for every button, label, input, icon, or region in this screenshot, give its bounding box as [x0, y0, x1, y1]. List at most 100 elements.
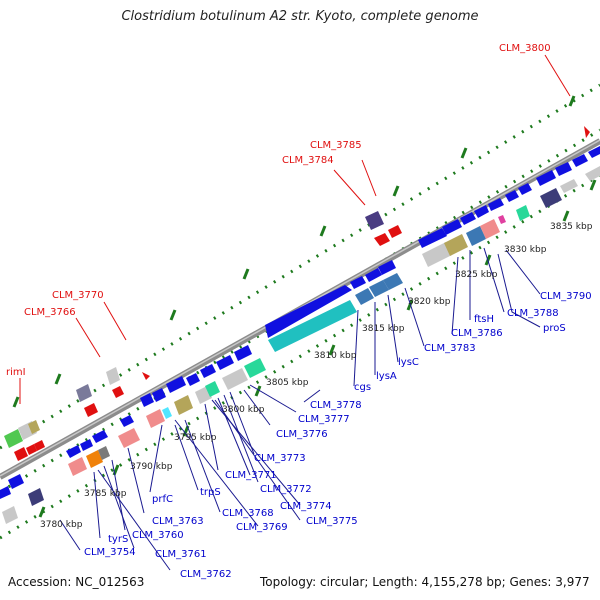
- gene-feature[interactable]: [540, 188, 562, 208]
- gene-feature[interactable]: [355, 288, 374, 305]
- gene-feature[interactable]: [112, 386, 124, 398]
- gene-feature[interactable]: [28, 420, 40, 434]
- gene-label-rimI[interactable]: rimI: [6, 367, 26, 378]
- gene-label-trpS[interactable]: trpS: [200, 487, 221, 498]
- gene-feature[interactable]: [518, 183, 532, 195]
- gene-label-CLM_3776[interactable]: CLM_3776: [276, 429, 328, 440]
- gene-label-CLM_3770[interactable]: CLM_3770: [52, 290, 104, 301]
- gene-label-CLM_3761[interactable]: CLM_3761: [155, 549, 207, 560]
- gene-feature[interactable]: [369, 280, 389, 297]
- gene-label-CLM_3771[interactable]: CLM_3771: [225, 470, 277, 481]
- gene-feature[interactable]: [572, 154, 588, 167]
- gene-feature[interactable]: [388, 225, 402, 238]
- gene-feature[interactable]: [234, 345, 252, 361]
- gene-feature[interactable]: [152, 388, 166, 402]
- gene-feature[interactable]: [166, 376, 186, 393]
- gene-feature[interactable]: [505, 190, 519, 202]
- gene-feature-rimI[interactable]: [4, 429, 23, 448]
- gene-label-lysC[interactable]: lysC: [398, 357, 419, 368]
- gene-feature[interactable]: [442, 219, 462, 235]
- gene-feature-CLM_3770[interactable]: [106, 367, 120, 385]
- gene-label-CLM_3763[interactable]: CLM_3763: [152, 516, 204, 527]
- gene-feature[interactable]: [585, 166, 600, 181]
- gene-label-CLM_3760[interactable]: CLM_3760: [132, 530, 184, 541]
- gene-label-CLM_3785[interactable]: CLM_3785: [310, 140, 362, 151]
- gene-feature[interactable]: [142, 372, 150, 380]
- gene-feature[interactable]: [422, 242, 452, 267]
- gene-feature[interactable]: [365, 268, 382, 282]
- gene-label-CLM_3783[interactable]: CLM_3783: [424, 343, 476, 354]
- gene-label-CLM_3777[interactable]: CLM_3777: [298, 414, 350, 425]
- gene-feature-lysA-arrow[interactable]: [265, 285, 352, 338]
- gene-feature[interactable]: [488, 198, 504, 211]
- gene-feature[interactable]: [26, 444, 37, 455]
- gene-label-CLM_3774[interactable]: CLM_3774: [280, 501, 332, 512]
- gene-label-CLM_3778[interactable]: CLM_3778: [310, 400, 362, 411]
- gene-label-proS[interactable]: proS: [543, 323, 566, 334]
- gene-feature[interactable]: [244, 358, 266, 378]
- gene-label-CLM_3766[interactable]: CLM_3766: [24, 307, 76, 318]
- gene-feature[interactable]: [118, 428, 140, 448]
- gene-feature[interactable]: [460, 212, 476, 225]
- gene-feature[interactable]: [383, 273, 403, 290]
- gene-feature[interactable]: [14, 447, 28, 461]
- gene-feature[interactable]: [474, 205, 489, 218]
- gene-feature[interactable]: [186, 373, 200, 386]
- gene-label-CLM_3775[interactable]: CLM_3775: [306, 516, 358, 527]
- gene-feature[interactable]: [480, 219, 500, 239]
- gene-feature[interactable]: [140, 393, 154, 407]
- gene-feature[interactable]: [216, 355, 234, 370]
- gene-label-CLM_3762[interactable]: CLM_3762: [180, 569, 232, 580]
- gene-feature[interactable]: [498, 215, 506, 224]
- gene-feature[interactable]: [2, 506, 18, 524]
- gene-feature[interactable]: [162, 407, 172, 419]
- gene-feature-ftsH[interactable]: [466, 226, 486, 246]
- gene-feature[interactable]: [80, 439, 93, 451]
- gene-feature[interactable]: [588, 146, 600, 158]
- gene-label-CLM_3788[interactable]: CLM_3788: [507, 308, 559, 319]
- gene-feature[interactable]: [536, 170, 556, 186]
- gene-feature[interactable]: [34, 440, 45, 451]
- gene-feature[interactable]: [8, 474, 24, 489]
- gene-feature-cgs[interactable]: [268, 300, 357, 352]
- gene-label-tyrS[interactable]: tyrS: [108, 534, 128, 545]
- gene-feature[interactable]: [418, 228, 447, 248]
- gene-feature[interactable]: [146, 409, 165, 428]
- gene-label-cgs[interactable]: cgs: [354, 382, 371, 393]
- gene-feature-trpS[interactable]: [174, 395, 193, 415]
- gene-feature-CLM_3766[interactable]: [76, 384, 92, 402]
- gene-feature-CLM_3784[interactable]: [374, 233, 390, 246]
- gene-feature[interactable]: [84, 403, 98, 417]
- gene-feature[interactable]: [222, 368, 248, 390]
- gene-feature-CLM_3785[interactable]: [365, 211, 384, 230]
- gene-feature[interactable]: [560, 179, 578, 193]
- gene-feature[interactable]: [66, 445, 81, 458]
- gene-feature[interactable]: [378, 260, 396, 275]
- gene-label-CLM_3754[interactable]: CLM_3754: [84, 547, 136, 558]
- gene-label-lysA[interactable]: lysA: [376, 371, 397, 382]
- gene-feature[interactable]: [350, 276, 366, 289]
- gene-feature[interactable]: [28, 488, 44, 506]
- gene-feature[interactable]: [516, 205, 530, 221]
- gene-feature[interactable]: [200, 364, 216, 378]
- gene-label-CLM_3786[interactable]: CLM_3786: [451, 328, 503, 339]
- gene-label-prfC[interactable]: prfC: [152, 494, 173, 505]
- gene-feature[interactable]: [0, 486, 11, 499]
- gene-label-CLM_3769[interactable]: CLM_3769: [236, 522, 288, 533]
- gene-label-CLM_3790[interactable]: CLM_3790: [540, 291, 592, 302]
- gene-label-CLM_3800[interactable]: CLM_3800: [499, 43, 551, 54]
- gene-label-CLM_3768[interactable]: CLM_3768: [222, 508, 274, 519]
- gene-feature[interactable]: [444, 234, 468, 256]
- gene-label-CLM_3784[interactable]: CLM_3784: [282, 155, 334, 166]
- gene-label-ftsH[interactable]: ftsH: [474, 314, 494, 325]
- gene-feature-CLM_3800[interactable]: [584, 126, 590, 138]
- gene-feature[interactable]: [92, 430, 108, 443]
- gene-feature[interactable]: [555, 162, 572, 176]
- gene-label-CLM_3772[interactable]: CLM_3772: [260, 484, 312, 495]
- gene-feature[interactable]: [68, 457, 87, 476]
- gene-feature[interactable]: [205, 381, 220, 397]
- gene-feature[interactable]: [98, 446, 110, 460]
- gene-feature[interactable]: [120, 415, 134, 427]
- gene-feature-tyrS[interactable]: [86, 450, 103, 468]
- gene-label-CLM_3773[interactable]: CLM_3773: [254, 453, 306, 464]
